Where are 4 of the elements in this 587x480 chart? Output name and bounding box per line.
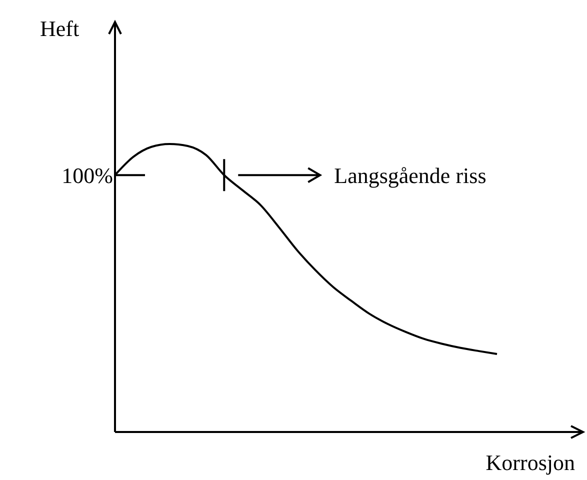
x-axis-title: Korrosjon bbox=[486, 450, 575, 475]
y-axis-title: Heft bbox=[40, 16, 80, 41]
annotation: Langsgående riss bbox=[334, 163, 486, 188]
annotation: 100% bbox=[62, 163, 113, 188]
